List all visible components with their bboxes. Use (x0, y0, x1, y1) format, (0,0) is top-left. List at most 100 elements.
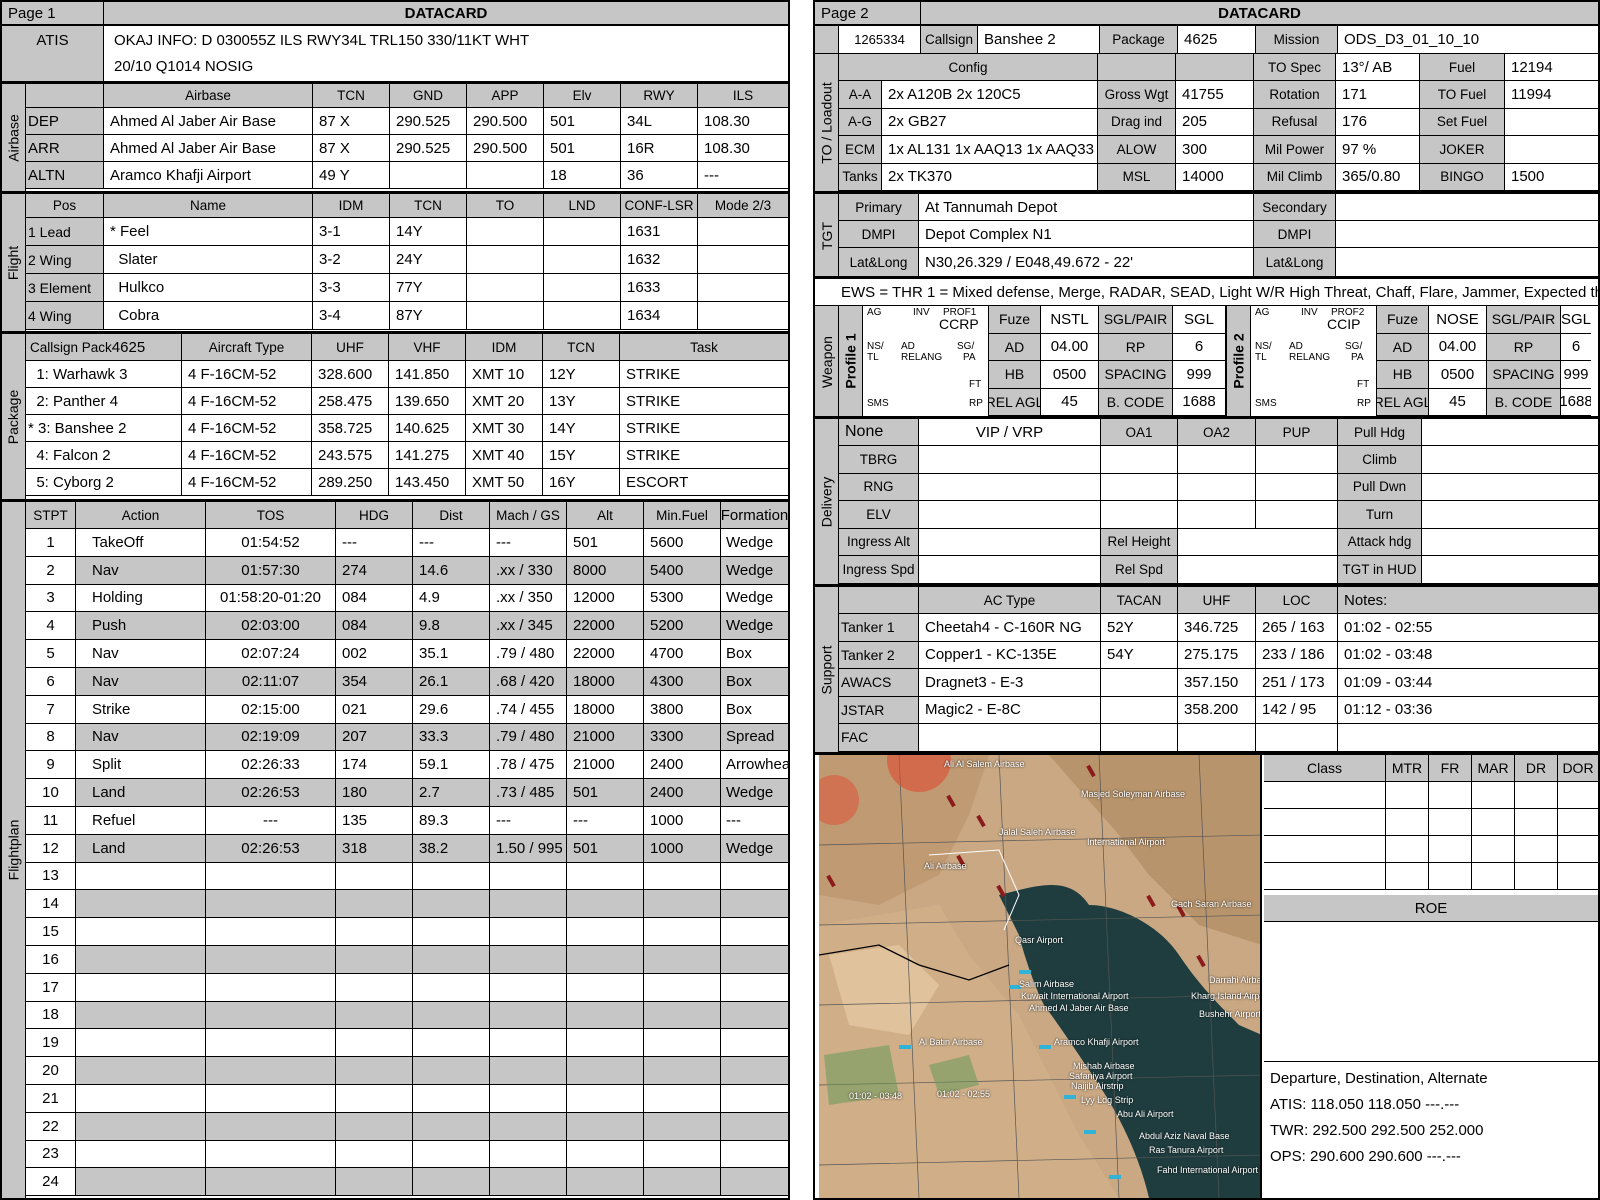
loadout-value: 2x GB27 (882, 108, 1098, 135)
comms-title: Departure, Destination, Alternate (1270, 1070, 1488, 1087)
package-cell: 14Y (543, 415, 620, 441)
loadout-value: 2x TK370 (882, 163, 1098, 190)
flightplan-cell (76, 890, 206, 918)
flightplan-cell (490, 918, 567, 945)
flight-cell: Slater (104, 246, 313, 273)
delivery-right-value (1422, 474, 1598, 501)
flightplan-cell (490, 1029, 567, 1057)
support-cell (1101, 724, 1178, 751)
flightplan-cell: 1000 (644, 834, 721, 862)
delivery-right-label: Turn (1338, 501, 1422, 528)
flightplan-cell (721, 1168, 788, 1195)
threat-header-row: Class MTR FR MAR DR DOR (1264, 755, 1598, 782)
delivery-row: RNG Pull Dwn (839, 473, 1598, 501)
threat-cell (1264, 836, 1386, 862)
package-cell: 4 F-16CM-52 (182, 388, 312, 414)
oa2-value (1178, 501, 1256, 528)
weapon-setting-label: REL AGL (989, 388, 1041, 415)
oa2-header: OA2 (1178, 419, 1256, 445)
flightplan-cell: Wedge (726, 839, 774, 857)
oa1-value (1101, 473, 1178, 500)
support-cell: 233 / 186 (1256, 641, 1338, 668)
package-cell: 289.250 (312, 469, 389, 495)
loadout-label: Mil Power (1254, 136, 1336, 163)
airbase-cell: 501 (544, 135, 621, 161)
roe-area (1264, 922, 1598, 1062)
flightplan-cell: TakeOff (76, 529, 206, 556)
flightplan-cell: 5600 (644, 529, 721, 556)
comms-block: Departure, Destination, Alternate ATIS: … (1264, 1062, 1598, 1174)
airbase-row-label: ARR (26, 135, 104, 161)
oa2-value (1178, 473, 1256, 500)
flight-cell (544, 302, 621, 329)
steerpoint-number: 11 (26, 807, 76, 834)
delivery-table: None VIP / VRP OA1 OA2 PUP Pull Hdg TBRG Climb R… (839, 419, 1598, 585)
delivery-row: Ingress Alt Rel Height Attack hdg (839, 528, 1598, 556)
loadout-value: 14000 (1176, 163, 1254, 190)
flightplan-row: 8 Nav 02:19:09 207 33.3.79 / 480 21000 3300 Spr… (26, 723, 788, 752)
atis-label: ATIS (2, 26, 104, 81)
flightplan-row: 24 (26, 1168, 788, 1197)
flightplan-cell: Nav (76, 723, 206, 751)
weapon-setting-value: 6 (1571, 338, 1581, 356)
package-cell: 13Y (543, 388, 620, 414)
flight-cell (544, 246, 621, 273)
delivery-label: TBRG (839, 446, 919, 473)
support-cell: 01:09 - 03:44 (1344, 673, 1433, 691)
flight-header: CONF-LSR (621, 194, 698, 217)
weapon-setting-value: 0500 (1429, 361, 1487, 388)
package-cell: 328.600 (312, 361, 389, 387)
package-cell: 140.625 (389, 415, 466, 441)
delivery-row: Ingress Spd Rel Spd TGT in HUD (839, 556, 1598, 584)
flightplan-cell (567, 1085, 644, 1112)
flightplan-row: 7 Strike 02:15:00 021 29.6.74 / 455 18000 3800… (26, 695, 788, 724)
sms-prof: PROF2 (1331, 307, 1365, 318)
delivery-header-row: None VIP / VRP OA1 OA2 PUP Pull Hdg (839, 419, 1598, 446)
flightplan-cell (721, 1085, 788, 1112)
loadout-value: 1x AL131 1x AAQ13 1x AAQ33 (882, 136, 1098, 163)
threat-header: MAR (1472, 755, 1515, 781)
flightplan-cell (413, 1057, 490, 1084)
weapon-setting-value: 6 (1194, 338, 1204, 356)
steerpoint-number: 19 (26, 1029, 76, 1057)
latlong-value: N30,26.329 / E048,49.672 - 22' (919, 248, 1254, 276)
delivery-label: Ingress Alt (839, 528, 919, 555)
support-cell: Cheetah4 - C-160R NG (919, 614, 1101, 641)
flightplan-cell (336, 862, 413, 890)
latlong-2-label: Lat&Long (1254, 248, 1336, 276)
loadout-value: 2x A120B 2x 120C5 (882, 81, 1098, 108)
divider (2, 331, 788, 334)
flightplan-row: 20 (26, 1057, 788, 1085)
sms-ft: FT (969, 379, 982, 390)
flightplan-cell (721, 1029, 788, 1056)
weapon-p1-settings: Fuze NSTL SGL/PAIR SGL AD 04.00 RP 6 HB 0500 SPACI… (989, 306, 1227, 416)
flightplan-cell: 12000 (567, 584, 644, 612)
flightplan-row: 1 TakeOff 01:54:52 --- --- --- 501 5600 Wedge (26, 529, 788, 557)
airbase-cell: 290.525 (390, 108, 467, 134)
header-row: 1265334 Callsign Banshee 2 Package 4625 … (815, 26, 1598, 54)
flightplan-cell (567, 973, 644, 1001)
delivery-right-label: Pull Dwn (1338, 473, 1422, 500)
flightplan-cell: Strike (76, 695, 206, 723)
flightplan-cell: Wedge (726, 784, 774, 802)
threat-cell (1386, 836, 1429, 862)
weapon-setting-row: AD 04.00 RP 6 (1377, 333, 1591, 361)
route-map[interactable]: Ali Al Salem Airbase Masjed Soleyman Airb… (819, 755, 1262, 1198)
sms-sms: SMS (867, 398, 889, 409)
sms-relang: RELANG (901, 352, 943, 363)
airbase-cell: Ahmed Al Jaber Air Base (104, 108, 313, 134)
flightplan-row: 17 (26, 973, 788, 1002)
flightplan-cell (336, 918, 413, 945)
flightplan-cell (413, 946, 490, 973)
support-cell: 01:02 - 03:48 (1344, 646, 1433, 664)
weapon-setting-label: RP (1099, 333, 1173, 360)
flightplan-cell: Arrowhead (726, 756, 788, 774)
flightplan-cell: 21000 (567, 723, 644, 751)
airbase-cell: 36 (621, 162, 698, 188)
flightplan-cell (721, 1057, 788, 1084)
weapon-setting-value: 45 (1041, 388, 1099, 415)
threat-row (1264, 809, 1598, 836)
flightplan-row: 3 Holding 01:58:20-01:20 084 4.9 .xx / 350 120… (26, 584, 788, 613)
threat-cell (1386, 863, 1429, 889)
package-flight: 4: Falcon 2 (26, 442, 182, 468)
